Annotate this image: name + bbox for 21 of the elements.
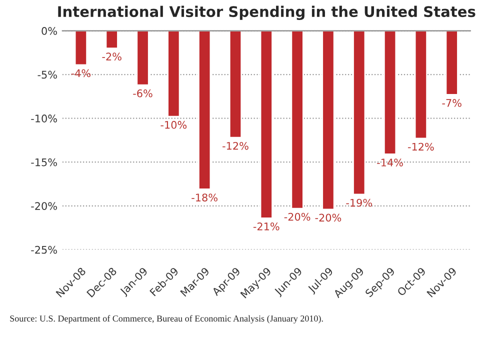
y-tick-label: 0%: [42, 27, 57, 35]
data-label: -20%: [315, 214, 342, 222]
data-label: -19%: [346, 198, 372, 207]
data-label: -14%: [377, 158, 403, 166]
data-label: -10%: [160, 120, 187, 129]
y-tick-label: -25%: [31, 246, 57, 254]
data-label: -2%: [102, 52, 122, 61]
data-label: -20%: [284, 212, 310, 221]
y-tick-label: -5%: [38, 70, 57, 79]
data-label: -12%: [222, 142, 248, 150]
data-label: -6%: [133, 89, 152, 98]
y-tick-label: -20%: [31, 202, 57, 210]
source-note: Source: U.S. Department of Commerce, Bureau of Economic Analysis (January 2010).: [10, 315, 323, 324]
data-label: -7%: [442, 99, 462, 107]
y-tick-label: -10%: [31, 114, 57, 122]
data-label: -12%: [408, 142, 434, 151]
data-label: -18%: [192, 194, 218, 202]
data-label: -4%: [71, 69, 91, 78]
y-tick-label: -15%: [31, 158, 57, 166]
data-label: -21%: [253, 222, 280, 230]
chart-title: International Visitor Spending in the United States: [58, 6, 476, 20]
